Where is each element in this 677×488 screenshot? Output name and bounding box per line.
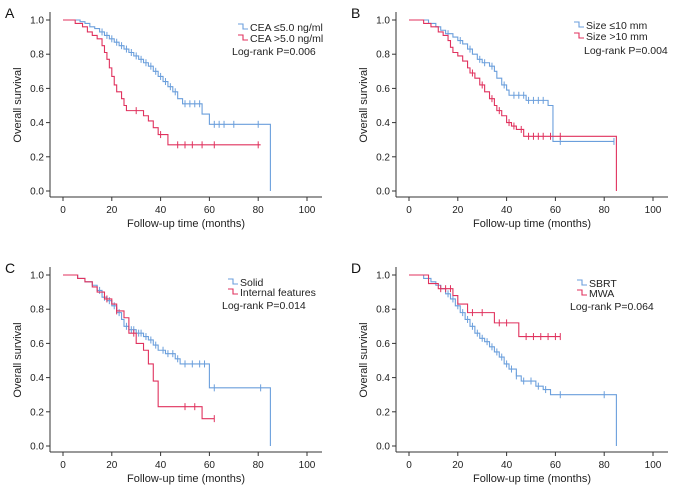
x-tick-label: 0 [406, 205, 412, 216]
panel-label: D [351, 260, 361, 276]
legend-symbol [574, 21, 584, 28]
x-tick-label: 0 [406, 460, 412, 471]
legend-label: Internal features [240, 287, 316, 299]
legend-symbol [577, 279, 587, 286]
x-axis-title: Follow-up time (months) [127, 218, 245, 230]
x-tick-label: 40 [155, 205, 167, 216]
survival-curve-red [409, 19, 617, 191]
legend-label: CEA ≤5.0 ng/ml [250, 22, 323, 34]
y-tick-label: 0.8 [30, 305, 44, 316]
y-tick-label: 1.0 [376, 271, 390, 282]
x-tick-label: 0 [60, 460, 66, 471]
y-tick-label: 0.2 [376, 152, 390, 163]
y-tick-label: 0.0 [30, 187, 44, 198]
y-tick-label: 0.2 [30, 407, 44, 418]
y-tick-label: 0.8 [376, 50, 390, 61]
x-tick-label: 60 [204, 460, 216, 471]
x-tick-label: 60 [204, 205, 216, 216]
y-tick-label: 0.4 [30, 373, 44, 384]
y-axis-title: Overall survival [12, 322, 24, 397]
panel-label: C [5, 260, 15, 276]
x-tick-label: 20 [452, 205, 464, 216]
x-tick-label: 60 [550, 205, 562, 216]
x-tick-label: 80 [599, 205, 611, 216]
legend-symbol [574, 32, 584, 39]
y-tick-label: 0.8 [30, 50, 44, 61]
legend-label: Size >10 mm [586, 31, 648, 43]
legend-symbol [228, 278, 238, 285]
log-rank-annotation: Log-rank P=0.004 [584, 45, 668, 57]
survival-curve-red [63, 274, 215, 420]
legend-label: Size ≤10 mm [586, 20, 647, 32]
x-tick-label: 40 [501, 205, 513, 216]
x-tick-label: 20 [106, 205, 118, 216]
y-axis-title: Overall survival [12, 67, 24, 142]
panel-d: D 0 20 40 60 80 100 0.0 0.2 0.4 0.6 0.8 1.0 Follow-up… [351, 260, 668, 485]
x-axis-title: Follow-up time (months) [473, 218, 591, 230]
x-tick-label: 20 [106, 460, 118, 471]
legend-symbol [228, 288, 238, 295]
y-tick-label: 1.0 [30, 271, 44, 282]
x-tick-label: 100 [645, 460, 662, 471]
log-rank-annotation: Log-rank P=0.014 [222, 300, 306, 312]
panel-label: A [5, 5, 15, 21]
y-tick-label: 0.4 [30, 118, 44, 129]
legend-symbol [238, 23, 248, 30]
panel-b: B 0 20 40 60 80 100 0.0 0.2 0.4 0.6 0.8 1.0 Follow-up… [351, 5, 668, 230]
x-tick-label: 100 [299, 205, 316, 216]
legend-label: Solid [240, 277, 264, 289]
x-tick-label: 80 [599, 460, 611, 471]
x-tick-label: 60 [550, 460, 562, 471]
x-tick-label: 100 [645, 205, 662, 216]
log-rank-annotation: Log-rank P=0.064 [570, 301, 654, 313]
x-tick-label: 80 [253, 460, 265, 471]
y-axis-title: Overall survival [358, 67, 370, 142]
y-tick-label: 0.2 [376, 407, 390, 418]
y-tick-label: 1.0 [376, 16, 390, 27]
legend-label: CEA >5.0 ng/ml [250, 33, 323, 45]
legend-symbol [577, 289, 587, 296]
survival-curve-red [63, 19, 261, 146]
y-axis-title: Overall survival [358, 322, 370, 397]
legend-symbol [238, 34, 248, 41]
y-tick-label: 0.0 [30, 442, 44, 453]
y-tick-label: 0.6 [30, 84, 44, 95]
y-tick-label: 0.2 [30, 152, 44, 163]
x-tick-label: 80 [253, 205, 265, 216]
y-tick-label: 0.8 [376, 305, 390, 316]
x-axis-title: Follow-up time (months) [473, 473, 591, 485]
x-tick-label: 40 [501, 460, 513, 471]
x-tick-label: 40 [155, 460, 167, 471]
y-tick-label: 0.6 [376, 84, 390, 95]
x-tick-label: 0 [60, 205, 66, 216]
y-tick-label: 0.0 [376, 442, 390, 453]
survival-curve-red [409, 274, 561, 338]
y-tick-label: 0.6 [376, 339, 390, 350]
y-tick-label: 0.0 [376, 187, 390, 198]
legend-label: SBRT [589, 278, 617, 290]
x-axis-title: Follow-up time (months) [127, 473, 245, 485]
x-tick-label: 100 [299, 460, 316, 471]
panel-a: A 0 20 40 60 80 100 0.0 0.2 0.4 0.6 0.8 1.0 Follow-up… [5, 5, 323, 230]
y-tick-label: 1.0 [30, 16, 44, 27]
panel-c: C 0 20 40 60 80 100 0.0 0.2 0.4 0.6 0.8 1.0 Follow-up… [5, 260, 322, 485]
y-tick-label: 0.6 [30, 339, 44, 350]
y-tick-label: 0.4 [376, 118, 390, 129]
survival-curve-blue [63, 19, 271, 191]
legend-label: MWA [589, 288, 614, 300]
panel-label: B [351, 5, 360, 21]
y-tick-label: 0.4 [376, 373, 390, 384]
log-rank-annotation: Log-rank P=0.006 [232, 46, 316, 58]
x-tick-label: 20 [452, 460, 464, 471]
